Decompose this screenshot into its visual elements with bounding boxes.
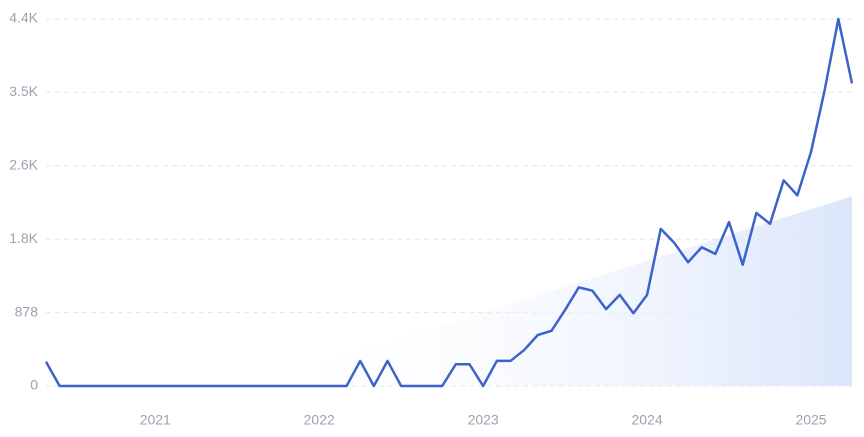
y-tick-label: 4.4K: [9, 10, 38, 26]
x-tick-label: 2022: [304, 412, 335, 428]
y-tick-label: 3.5K: [9, 83, 38, 99]
x-tick-label: 2024: [632, 412, 663, 428]
y-tick-label: 1.8K: [9, 230, 38, 246]
y-tick-label: 2.6K: [9, 157, 38, 173]
y-tick-label: 878: [15, 303, 39, 319]
data-line: [44, 17, 854, 388]
x-tick-label: 2025: [795, 412, 826, 428]
y-tick-label: 0: [30, 377, 38, 393]
x-tick-label: 2021: [140, 412, 171, 428]
x-tick-label: 2023: [468, 412, 499, 428]
trend-area: [250, 196, 852, 386]
